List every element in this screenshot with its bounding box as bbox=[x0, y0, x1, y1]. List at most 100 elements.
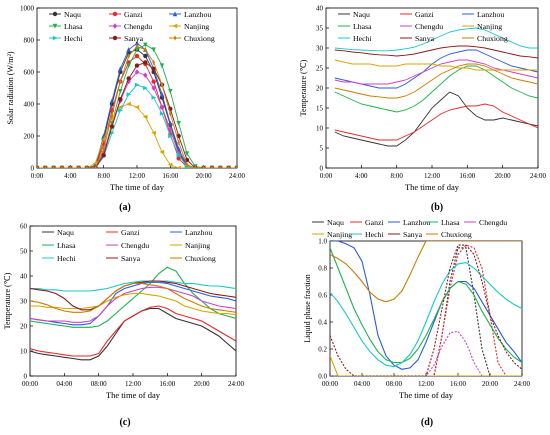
y-tick-label: 800 bbox=[24, 37, 35, 45]
y-tick-label: 200 bbox=[24, 133, 35, 141]
series-line-lhasa bbox=[330, 247, 522, 364]
x-tick-label: 0:00 bbox=[31, 172, 44, 180]
legend-label-chuxiong: Chuxiong bbox=[477, 34, 508, 43]
data-point-sanya bbox=[134, 63, 140, 68]
data-point-lhasa bbox=[151, 47, 156, 53]
legend-label-naqu: Naqu bbox=[64, 10, 81, 19]
legend-marker bbox=[112, 11, 118, 17]
series-line-hechi bbox=[30, 280, 236, 292]
x-tick-label: 12:00 bbox=[424, 172, 440, 180]
data-point-hechi bbox=[168, 133, 173, 139]
data-point-lhasa bbox=[126, 63, 131, 69]
x-tick-label: 24:00 bbox=[229, 172, 245, 180]
legend-label-naqu: Naqu bbox=[57, 228, 74, 237]
legend-label-nanjing: Nanjing bbox=[477, 22, 502, 31]
y-tick-label: 0 bbox=[31, 165, 35, 173]
series-line-chuxiong bbox=[334, 63, 538, 99]
data-point-chuxiong bbox=[185, 162, 189, 168]
y-axis-title: Liquid phase fraction bbox=[303, 274, 312, 342]
x-tick-label: 24:00 bbox=[228, 380, 244, 388]
legend-label-nanjing: Nanjing bbox=[185, 241, 210, 250]
legend-label-lhasa: Lhasa bbox=[57, 241, 76, 250]
legend-label-hechi: Hechi bbox=[57, 254, 76, 263]
data-point-nanjing bbox=[126, 101, 131, 107]
x-tick-label: 00:00 bbox=[322, 380, 338, 388]
legend-label-ganzi: Ganzi bbox=[124, 10, 143, 19]
y-axis-title: Solar radiation (W/m²) bbox=[6, 51, 15, 124]
legend-label-ganzi: Ganzi bbox=[121, 228, 140, 237]
x-tick-label: 0:00 bbox=[320, 172, 333, 180]
panel-2: 0:00 4:00 8:00 12:00 16:00 20:00 24:00 0 5 10 15 20… bbox=[299, 5, 546, 214]
data-point-chuxiong bbox=[152, 59, 155, 66]
data-point-nanjing bbox=[151, 130, 156, 135]
legend-label-chuxiong: Chuxiong bbox=[184, 34, 215, 43]
x-tick-label: 24:00 bbox=[514, 380, 530, 388]
legend: Naqu Ganzi Lanzhou Lhasa Chengdu Nanjing Hechi… bbox=[42, 228, 216, 263]
y-tick-label: 30 bbox=[316, 45, 324, 53]
legend-marker bbox=[52, 35, 58, 41]
legend-label-lhasa: Lhasa bbox=[353, 22, 372, 31]
x-tick-label: 16:00 bbox=[450, 380, 466, 388]
legend: Naqu Ganzi Lanzhou Lhasa Chengdu Nanjing Hechi… bbox=[312, 218, 507, 239]
y-axis-title: Temperature (℃) bbox=[299, 59, 308, 116]
data-point-hechi bbox=[109, 130, 115, 135]
x-tick-label: 00:00 bbox=[22, 380, 38, 388]
data-point-chuxiong bbox=[119, 78, 122, 85]
x-axis-title: The time of day bbox=[106, 390, 161, 400]
series-line-lanzhou bbox=[330, 241, 522, 370]
data-point-chengdu bbox=[134, 69, 140, 75]
data-point-hechi bbox=[118, 108, 123, 113]
legend: Naqu Ganzi Lanzhou Lhasa Chengdu Nanjing Hechi… bbox=[49, 10, 215, 43]
data-point-chuxiong bbox=[60, 165, 64, 168]
legend-label-naqu: Naqu bbox=[353, 10, 370, 19]
legend-label-chengdu: Chengdu bbox=[479, 218, 507, 227]
data-point-chuxiong bbox=[202, 165, 205, 168]
data-point-sanya bbox=[151, 66, 156, 72]
series-line-sanya bbox=[37, 61, 237, 168]
y-tick-label: 0.2 bbox=[318, 346, 327, 354]
x-tick-label: 08:00 bbox=[386, 380, 402, 388]
data-point-nanjing bbox=[134, 105, 140, 110]
x-tick-label: 24:00 bbox=[530, 172, 546, 180]
panel-tag: (a) bbox=[119, 202, 131, 213]
data-point-lhasa bbox=[184, 151, 190, 157]
series-line-lhasa bbox=[30, 266, 236, 328]
y-tick-label: 0.4 bbox=[318, 319, 327, 327]
legend-label-nanjing: Nanjing bbox=[184, 22, 209, 31]
data-point-lhasa bbox=[159, 63, 165, 69]
data-point-lhasa bbox=[134, 47, 140, 53]
data-point-sanya bbox=[118, 97, 123, 102]
legend-label-sanya: Sanya bbox=[415, 34, 435, 43]
panel-3: 00:00 04:00 08:00 12:00 16:00 20:00 24:00 0 10 20… bbox=[3, 223, 244, 429]
series-line-nanjing bbox=[334, 59, 538, 71]
legend-label-chengdu: Chengdu bbox=[124, 22, 152, 31]
series-group bbox=[334, 27, 538, 147]
x-tick-label: 12:00 bbox=[125, 380, 141, 388]
y-tick-label: 40 bbox=[20, 273, 28, 281]
plot-area bbox=[36, 7, 238, 169]
plot-area bbox=[325, 7, 539, 169]
x-axis-title: The time of day bbox=[405, 182, 460, 192]
data-point-lanzhou bbox=[118, 66, 123, 71]
series-line-ganzi bbox=[330, 244, 522, 376]
y-tick-label: 10 bbox=[316, 125, 324, 133]
data-point-sanya bbox=[143, 60, 148, 65]
y-tick-label: 400 bbox=[24, 101, 35, 109]
data-point-sanya bbox=[126, 76, 131, 81]
y-tick-label: 25 bbox=[316, 65, 324, 73]
series-line-hechi bbox=[330, 262, 522, 368]
legend-label-chengdu: Chengdu bbox=[121, 241, 149, 250]
legend-marker bbox=[172, 11, 178, 17]
legend-marker bbox=[112, 23, 118, 29]
data-point-chuxiong bbox=[227, 165, 230, 168]
y-tick-label: 30 bbox=[20, 298, 28, 306]
panel-tag: (d) bbox=[421, 417, 433, 428]
data-point-hechi bbox=[126, 92, 132, 97]
legend-label-nanjing: Nanjing bbox=[327, 230, 352, 239]
data-point-chuxiong bbox=[219, 165, 222, 168]
legend-label-lanzhou: Lanzhou bbox=[185, 228, 212, 237]
data-point-chuxiong bbox=[102, 146, 105, 152]
plot-area bbox=[329, 240, 523, 377]
legend-marker bbox=[173, 35, 177, 41]
